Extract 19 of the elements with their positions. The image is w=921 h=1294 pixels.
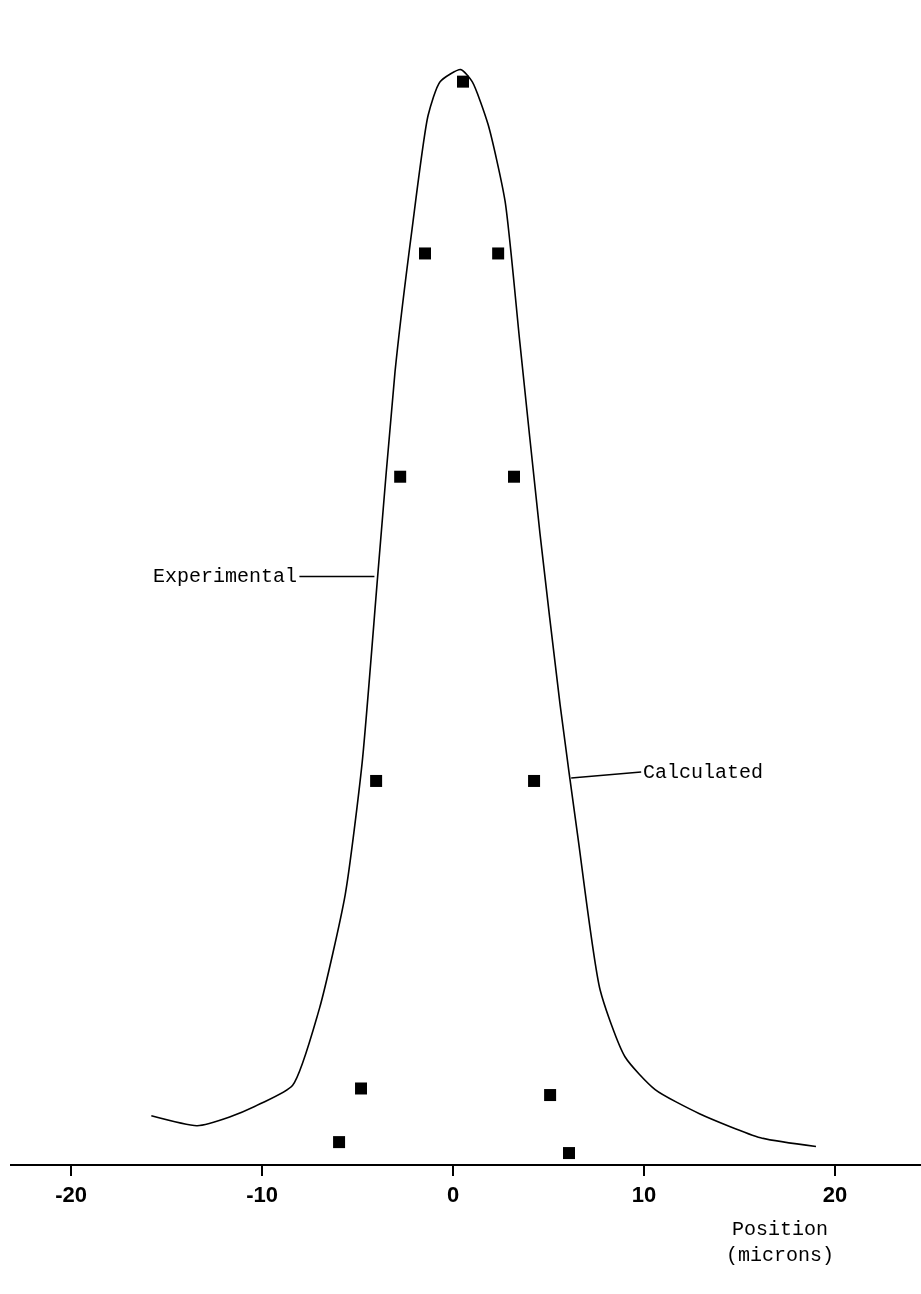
x-tick-label: -20 <box>55 1182 88 1208</box>
point <box>333 1136 346 1149</box>
annotation: Experimental <box>153 565 298 588</box>
point <box>544 1089 557 1102</box>
point <box>563 1147 576 1160</box>
point <box>370 774 383 787</box>
x-tick-label: 20 <box>822 1182 848 1208</box>
x-tick-label: -10 <box>246 1182 278 1208</box>
point <box>394 470 407 483</box>
point <box>528 774 541 787</box>
point <box>492 247 505 260</box>
point <box>508 470 521 483</box>
point <box>419 247 432 260</box>
point <box>355 1082 368 1095</box>
x-tick-label: 0 <box>446 1182 460 1208</box>
point <box>457 75 470 88</box>
annotation: Calculated <box>643 761 764 784</box>
x-tick-label: 10 <box>631 1182 657 1208</box>
x-axis-title: Position (microns) <box>726 1218 835 1267</box>
